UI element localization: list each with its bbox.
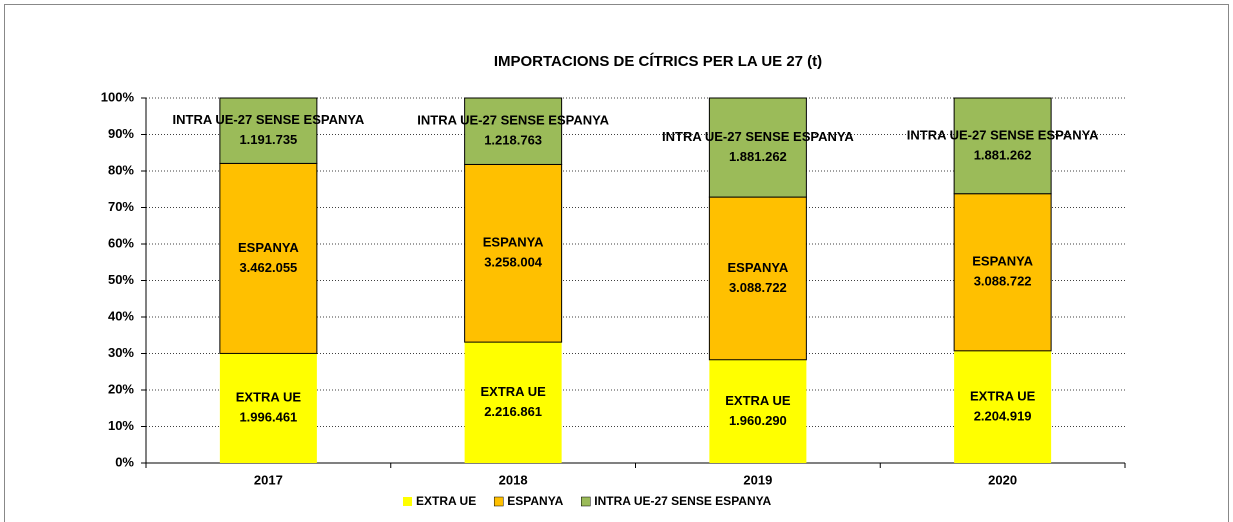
x-tick-label: 2017 <box>254 472 283 487</box>
data-label: 1.996.461 <box>239 410 297 425</box>
x-tick-label: 2018 <box>499 472 528 487</box>
data-label: 3.088.722 <box>729 280 787 295</box>
bar-segment <box>464 97 563 165</box>
data-label: 1.881.262 <box>974 147 1032 162</box>
legend-label: EXTRA UE <box>416 494 476 508</box>
data-label: 1.218.763 <box>484 133 542 148</box>
data-label-name: EXTRA UE <box>481 384 547 399</box>
data-label: 3.088.722 <box>974 274 1032 289</box>
data-label: 2.204.919 <box>974 408 1032 423</box>
bar-segment <box>464 163 563 343</box>
bar-segment <box>953 97 1052 195</box>
x-tick-label: 2019 <box>743 472 772 487</box>
y-tick-label: 10% <box>108 418 134 433</box>
y-tick-label: 70% <box>108 199 134 214</box>
bar-segment <box>219 353 317 463</box>
data-label: 2.216.861 <box>484 404 542 419</box>
legend-swatch <box>403 497 412 506</box>
data-label-name: INTRA UE-27 SENSE ESPANYA <box>662 129 854 144</box>
chart-title: IMPORTACIONS DE CÍTRICS PER LA UE 27 (t) <box>494 53 822 70</box>
data-label-name: ESPANYA <box>972 254 1033 269</box>
legend-swatch <box>581 496 591 507</box>
bar-segment <box>708 97 807 198</box>
y-tick-label: 0% <box>115 454 134 469</box>
data-label: 1.960.290 <box>729 413 787 428</box>
data-label-name: ESPANYA <box>238 240 299 255</box>
chart-border <box>4 4 1229 522</box>
legend-label: ESPANYA <box>507 494 563 508</box>
data-label-name: EXTRA UE <box>725 393 791 408</box>
bar-segment <box>953 193 1052 352</box>
y-tick-label: 40% <box>108 308 134 323</box>
data-label-name: INTRA UE-27 SENSE ESPANYA <box>907 127 1099 142</box>
y-tick-label: 100% <box>101 89 135 104</box>
bar-segment <box>709 359 807 463</box>
y-tick-label: 60% <box>108 235 134 250</box>
data-label: 3.258.004 <box>484 255 543 270</box>
data-label-name: ESPANYA <box>728 260 789 275</box>
y-tick-label: 80% <box>108 162 134 177</box>
legend-label: INTRA UE-27 SENSE ESPANYA <box>594 494 771 508</box>
bar-segment <box>219 162 318 354</box>
data-label-name: INTRA UE-27 SENSE ESPANYA <box>417 113 609 128</box>
bar-segment <box>954 350 1052 463</box>
data-label-name: EXTRA UE <box>970 388 1036 403</box>
x-tick-label: 2020 <box>988 472 1017 487</box>
data-label: 1.191.735 <box>239 132 297 147</box>
data-label-name: INTRA UE-27 SENSE ESPANYA <box>173 112 365 127</box>
bar-segment <box>708 196 807 361</box>
y-tick-label: 20% <box>108 381 134 396</box>
data-label-name: EXTRA UE <box>236 390 302 405</box>
y-tick-label: 50% <box>108 272 134 287</box>
bar-segment <box>464 342 562 463</box>
bar-segment <box>219 97 318 164</box>
y-tick-label: 90% <box>108 126 134 141</box>
legend-swatch <box>493 496 504 507</box>
data-label: 1.881.262 <box>729 149 787 164</box>
data-label-name: ESPANYA <box>483 235 544 250</box>
y-tick-label: 30% <box>108 345 134 360</box>
data-label: 3.462.055 <box>239 260 297 275</box>
